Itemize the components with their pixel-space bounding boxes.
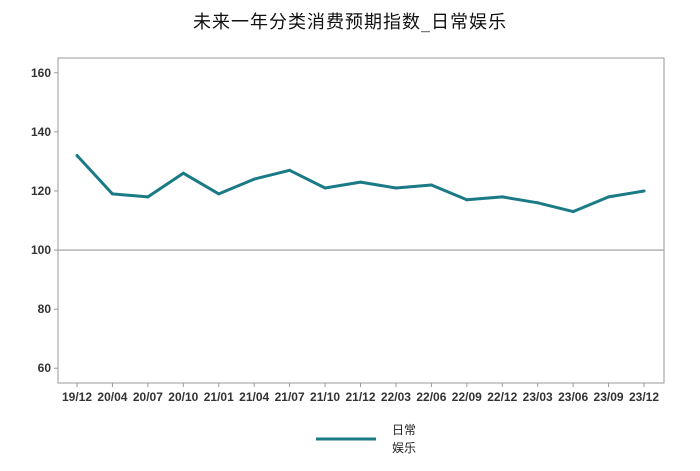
data-point [394,186,398,190]
data-point [181,171,185,175]
data-point [252,177,256,181]
x-tick-label: 22/12 [487,390,517,404]
legend: 日常 娱乐 [316,423,416,455]
data-point [359,180,362,184]
x-tick-label: 23/03 [523,390,553,404]
x-tick-label: 20/04 [97,390,127,404]
data-point [465,198,469,202]
y-tick-label: 160 [31,66,51,80]
y-tick-label: 60 [38,361,52,375]
data-point [571,210,575,214]
data-point [217,192,221,196]
data-point [642,189,646,193]
data-point [429,183,433,187]
x-tick-label: 21/04 [239,390,269,404]
x-tick-label: 23/09 [594,390,624,404]
x-tick-label: 23/12 [629,390,659,404]
x-tick-label: 21/01 [204,390,234,404]
data-point [75,154,79,157]
data-point [607,195,611,199]
y-tick-label: 100 [31,243,51,257]
legend-label-line-2: 娱乐 [392,441,416,455]
x-tick-label: 19/12 [62,390,92,404]
x-axis-ticks: 19/12 20/04 20/07 20/10 21/01 21/04 21/07 21/10… [62,383,659,404]
x-tick-label: 22/09 [452,390,482,404]
legend-label-line-1: 日常 [392,423,416,437]
data-point [110,192,114,196]
x-tick-label: 20/10 [168,390,198,404]
plot-frame [57,57,665,384]
x-tick-label: 21/10 [310,390,340,404]
y-tick-label: 140 [31,125,51,139]
x-tick-label: 22/03 [381,390,411,404]
data-point [146,195,150,199]
y-tick-label: 80 [38,302,52,316]
data-point [500,195,504,199]
y-axis-ticks: 60 80 100 120 140 160 [31,66,58,375]
x-tick-label: 21/12 [345,390,375,404]
y-tick-label: 120 [31,184,51,198]
data-point [323,186,327,190]
x-tick-label: 20/07 [133,390,163,404]
data-point [536,201,540,205]
x-tick-label: 21/07 [275,390,305,404]
chart-title: 未来一年分类消费预期指数_日常娱乐 [193,12,507,33]
x-tick-label: 23/06 [558,390,588,404]
x-tick-label: 22/06 [416,390,446,404]
data-point [288,168,292,172]
